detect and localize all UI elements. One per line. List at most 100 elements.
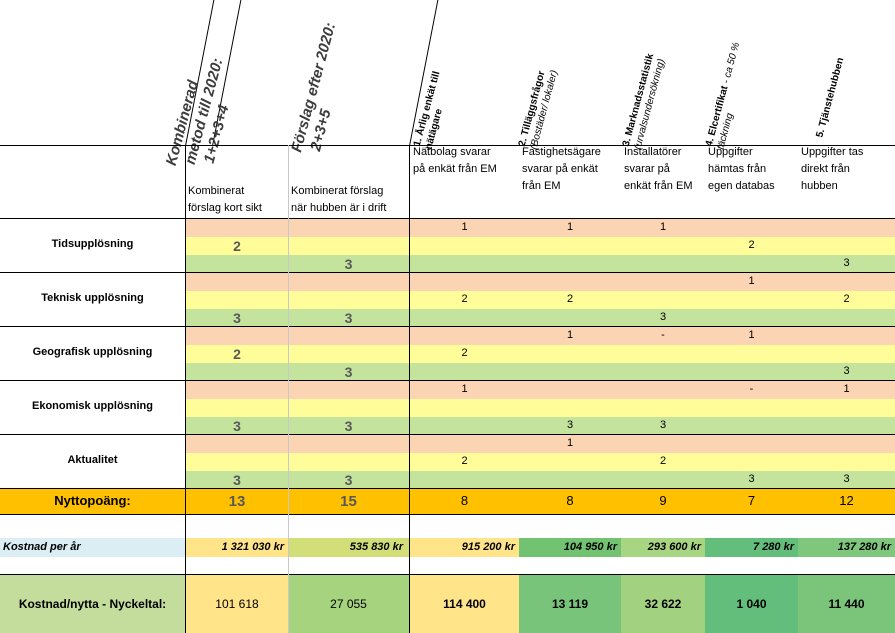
grid-line	[185, 145, 186, 633]
desc-combined-short: Kombinerat förslag kort sikt	[188, 183, 262, 217]
band-peach	[185, 381, 895, 399]
band-yellow	[185, 399, 895, 417]
rating-short: 3	[233, 310, 241, 326]
desc-line: Nätbolag svarar	[413, 146, 491, 158]
grid-line	[0, 272, 895, 273]
rating-short: 2	[233, 238, 241, 254]
desc-method-5: Uppgifter tas direkt från hubben	[801, 144, 863, 195]
desc-line: svarar på	[624, 163, 670, 175]
rating-method-2: 1	[566, 437, 574, 449]
rating-method-3: -	[661, 329, 665, 341]
desc-line: från EM	[522, 180, 561, 192]
header-method-5: 5. Tjänstehubben	[814, 56, 847, 139]
desc-method-1: Nätbolag svarar på enkät från EM	[413, 144, 497, 178]
ratio-method-2: 13 119	[519, 575, 621, 633]
cost-method-3: 293 600 kr	[621, 538, 705, 557]
row-label: Ekonomisk upplösning	[31, 400, 153, 412]
desc-line: Fastighetsägare	[522, 146, 601, 158]
grid-line	[288, 145, 289, 633]
rating-method-3: 1	[659, 221, 667, 233]
cost-method-1: 915 200 kr	[410, 538, 519, 557]
rating-method-3: 3	[659, 311, 667, 323]
rating-method-4: 1	[748, 329, 755, 341]
rating-method-4: 1	[748, 275, 755, 287]
ratio-short: 101 618	[186, 575, 288, 633]
rating-short: 2	[233, 346, 241, 362]
band-green	[185, 309, 895, 327]
header-method-1: 1. Årlig enkät till nätägare	[412, 70, 455, 151]
rating-method-5: 3	[843, 365, 850, 377]
header-method-3: 3. Marknadsstatistik (urvalsundersökning…	[621, 52, 669, 151]
band-yellow	[185, 291, 895, 309]
row-label: Teknisk upplösning	[41, 292, 144, 304]
rating-method-1: 2	[461, 455, 468, 467]
grid-line	[0, 218, 895, 219]
rating-method-1: 2	[461, 347, 468, 359]
desc-method-2: Fastighetsägare svarar på enkät från EM	[522, 144, 601, 195]
grid-line	[0, 434, 895, 435]
rating-method-5: 3	[843, 473, 850, 485]
ratio-long: 27 055	[288, 575, 409, 633]
band-green	[185, 363, 895, 381]
header-line: 5. Tjänstehubben	[814, 56, 847, 139]
desc-combined-long: Kombinerat förslag när hubben är i drift	[291, 183, 386, 217]
ratio-method-3: 32 622	[621, 575, 705, 633]
band-green	[185, 417, 895, 435]
rating-method-4: 2	[748, 239, 755, 251]
nytto-row: Nyttopoäng: 13 15 8 8 9 7 12	[0, 489, 895, 514]
rating-short: 3	[233, 418, 241, 434]
grid-line	[0, 380, 895, 381]
nytto-method-3: 9	[659, 493, 667, 508]
ratio-label: Kostnad/nytta - Nyckeltal:	[0, 575, 185, 633]
row-label: Tidsupplösning	[51, 238, 134, 250]
band-peach	[185, 273, 895, 291]
band-green	[185, 471, 895, 489]
desc-method-4: Uppgifter hämtas från egen databas	[708, 144, 775, 195]
ratio-method-1: 114 400	[410, 575, 519, 633]
rating-method-5: 2	[843, 293, 850, 305]
band-green	[185, 255, 895, 273]
grid-line	[409, 145, 410, 633]
grid-line	[0, 488, 895, 489]
row-label: Aktualitet	[67, 454, 118, 466]
rating-method-4: -	[749, 383, 754, 395]
cost-long: 535 830 kr	[288, 538, 409, 557]
header-combined-long: Förslag efter 2020: 2+3+5	[288, 21, 357, 159]
grid-line	[0, 326, 895, 327]
rating-method-2: 1	[566, 221, 574, 233]
desc-method-3: Installatörer svarar på enkät från EM	[624, 144, 692, 195]
rating-method-3: 2	[659, 455, 667, 467]
cost-method-2: 104 950 kr	[519, 538, 621, 557]
cost-short: 1 321 030 kr	[186, 538, 288, 557]
rating-method-5: 3	[843, 257, 850, 269]
desc-line: svarar på enkät	[522, 163, 598, 175]
desc-line: hämtas från	[708, 163, 767, 175]
desc-line: Uppgifter	[708, 146, 753, 158]
grid-line	[0, 574, 895, 575]
rating-long: 3	[344, 418, 353, 434]
desc-line: Installatörer	[624, 146, 682, 158]
band-yellow	[185, 237, 895, 255]
rating-long: 3	[344, 310, 353, 326]
rating-method-2: 3	[566, 419, 574, 431]
rating-method-1: 1	[461, 221, 468, 233]
desc-line: Kombinerat	[188, 185, 245, 197]
header-combined-short: Kombinerad metod till 2020: 1+2+3+4	[163, 52, 245, 177]
desc-line: direkt från	[801, 163, 850, 175]
grid-line	[0, 145, 895, 146]
row-label: Geografisk upplösning	[32, 346, 153, 358]
rating-method-5: 1	[843, 383, 850, 395]
desc-line: när hubben är i drift	[291, 202, 387, 214]
desc-line: Kombinerat förslag	[291, 185, 384, 197]
rating-short: 3	[233, 472, 241, 488]
header-method-2: 2. Tilläggsfrågor (Bostäder/ lokaler)	[517, 66, 561, 151]
nytto-long: 15	[340, 493, 357, 510]
nytto-method-1: 8	[460, 493, 469, 508]
rating-method-4: 3	[748, 473, 755, 485]
rating-long: 3	[344, 364, 353, 380]
rating-method-1: 1	[461, 383, 468, 395]
nytto-method-4: 7	[747, 493, 756, 508]
rating-method-2: 2	[566, 293, 574, 305]
cost-method-5: 137 280 kr	[798, 538, 895, 557]
